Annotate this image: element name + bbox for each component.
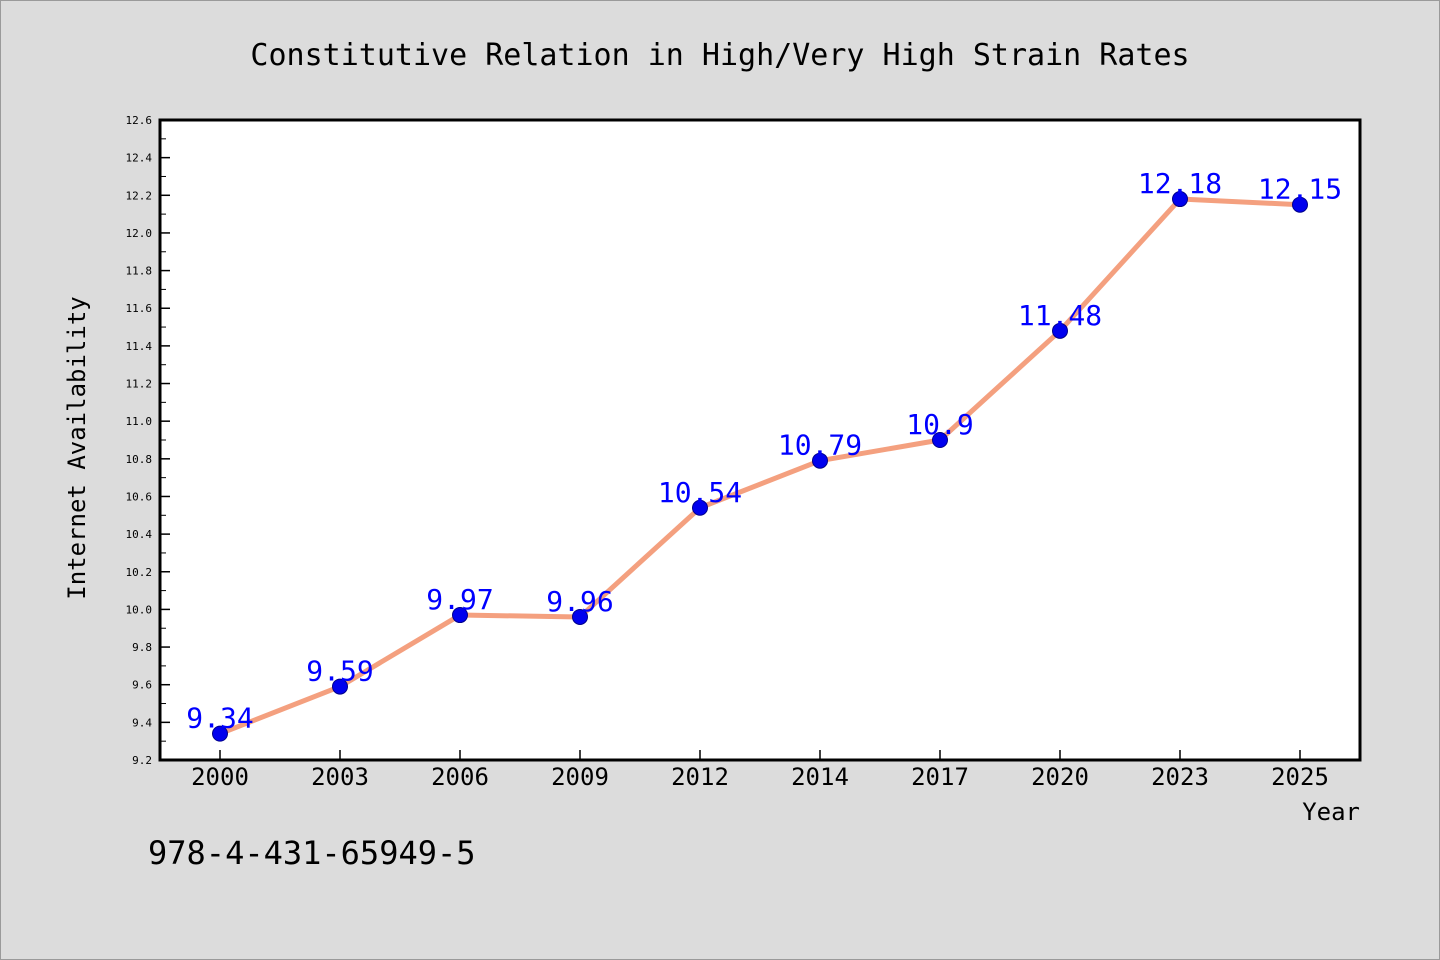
y-tick-label: 9.6 <box>132 679 152 692</box>
data-point-marker <box>212 725 228 742</box>
data-point-label: 9.59 <box>306 655 373 688</box>
data-point-label: 11.48 <box>1018 299 1102 332</box>
data-point-marker <box>692 499 708 516</box>
y-tick-label: 10.8 <box>126 453 153 466</box>
x-tick-label: 2000 <box>191 763 249 791</box>
data-point-label: 10.9 <box>906 408 973 441</box>
x-tick-label: 2017 <box>911 763 969 791</box>
footer-isbn-text: 978-4-431-65949-5 <box>148 834 476 872</box>
y-tick-label: 9.8 <box>132 641 152 654</box>
data-point-marker <box>332 678 348 695</box>
x-tick-label: 2023 <box>1151 763 1209 791</box>
x-tick-label: 2009 <box>551 763 609 791</box>
plot-area <box>158 118 1362 762</box>
data-point-label: 12.18 <box>1138 167 1222 200</box>
y-tick-label: 10.6 <box>126 490 153 503</box>
data-labels-layer: 9.34 9.59 9.97 9.96 10.54 10.79 10.9 11.48 12.18… <box>186 167 1342 735</box>
y-tick-label: 11.6 <box>126 302 153 315</box>
data-point-marker <box>452 607 468 624</box>
y-tick-label: 12.6 <box>126 114 153 127</box>
data-point-marker <box>1292 196 1308 213</box>
x-tick-label: 2025 <box>1271 763 1329 791</box>
data-point-label: 9.97 <box>426 583 493 616</box>
y-tick-label: 11.2 <box>126 378 153 391</box>
x-tick-label: 2020 <box>1031 763 1089 791</box>
y-tick-label: 12.0 <box>126 227 153 240</box>
series-line <box>217 196 1303 737</box>
y-axis: 9.2 9.4 9.6 9.8 10.0 10.2 10.4 10.6 10.8 11.0 11.2… <box>126 114 170 767</box>
y-axis-label: Internet Availability <box>63 296 91 599</box>
y-tick-label: 11.8 <box>126 265 153 278</box>
data-point-label: 9.34 <box>186 702 253 735</box>
y-tick-label: 11.0 <box>126 415 153 428</box>
y-tick-label: 9.4 <box>132 716 152 729</box>
data-point-marker <box>1052 322 1068 339</box>
data-point-marker <box>812 452 828 469</box>
data-point-label: 9.96 <box>546 585 613 618</box>
x-axis: 2000 2003 2006 2009 2012 2014 2017 2020 2023 2025 <box>191 750 1329 791</box>
y-tick-label: 10.4 <box>126 528 153 541</box>
data-point-marker <box>932 432 948 448</box>
x-tick-label: 2003 <box>311 763 369 791</box>
y-tick-label: 12.2 <box>126 189 153 202</box>
data-point-marker <box>1172 191 1188 208</box>
y-tick-label: 10.0 <box>126 603 153 616</box>
series-layer <box>212 191 1308 742</box>
x-tick-label: 2012 <box>671 763 729 791</box>
data-point-label: 12.15 <box>1258 173 1342 206</box>
chart-title: Constitutive Relation in High/Very High … <box>250 38 1189 73</box>
y-tick-label: 11.4 <box>126 340 153 353</box>
x-axis-label: Year <box>1302 798 1360 826</box>
y-tick-label: 9.2 <box>132 754 152 767</box>
y-tick-label: 12.4 <box>126 152 153 165</box>
data-point-label: 10.79 <box>778 429 862 462</box>
x-tick-label: 2006 <box>431 763 489 791</box>
data-point-label: 10.54 <box>658 476 742 509</box>
data-point-marker <box>572 608 588 625</box>
x-tick-label: 2014 <box>791 763 849 791</box>
y-tick-label: 10.2 <box>126 566 153 579</box>
